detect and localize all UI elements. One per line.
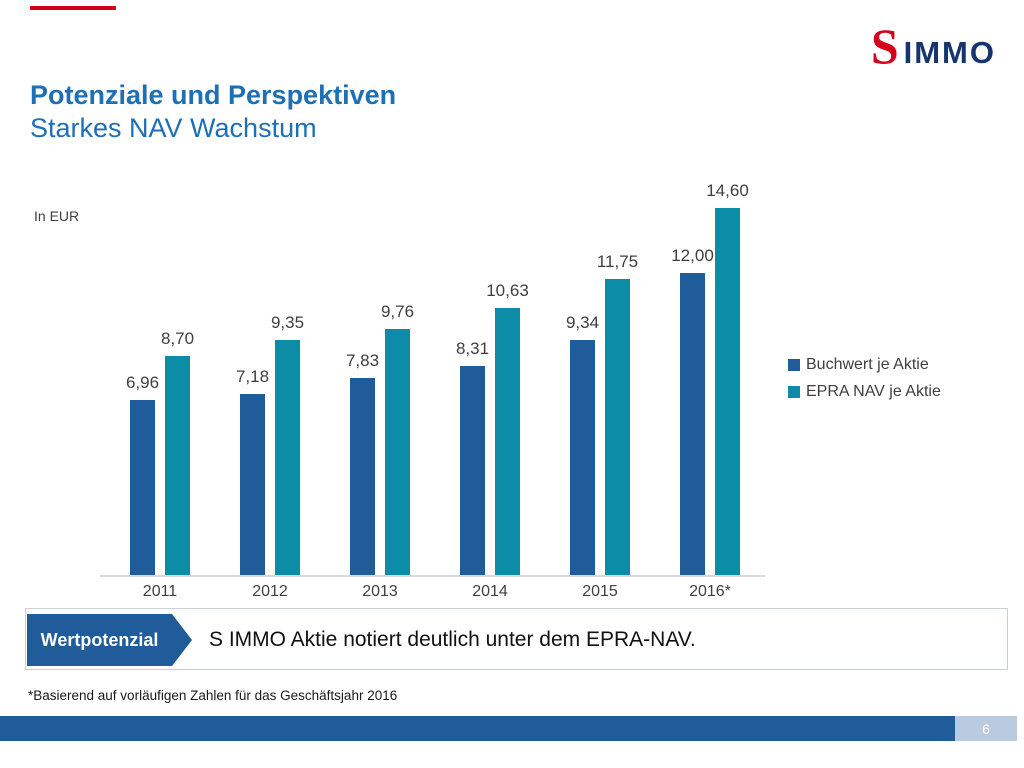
bar-pair: 7,18 9,35 [236,185,304,575]
x-axis-tick-label: 2013 [362,583,398,600]
legend-label-epra-nav: EPRA NAV je Aktie [806,383,941,400]
footnote: *Basierend auf vorläufigen Zahlen für da… [28,688,398,703]
bar [715,208,740,575]
bar-column: 9,34 [566,185,599,575]
bar [240,394,265,575]
bar [130,400,155,575]
bar-pair: 12,00 14,60 [671,181,749,575]
bar-column: 9,76 [381,185,414,575]
bar-pair: 8,31 10,63 [456,185,529,575]
bar-value-label: 12,00 [671,246,714,265]
bar-group: 7,18 9,35 [215,185,325,575]
bar-column: 6,96 [126,185,159,575]
bar-column: 11,75 [597,185,638,575]
bar-pair: 7,83 9,76 [346,185,414,575]
bar-value-label: 14,60 [706,181,749,200]
bar-pair: 9,34 11,75 [566,185,638,575]
callout-box: Wertpotenzial S IMMO Aktie notiert deutl… [25,608,1008,670]
x-axis-tick-label: 2012 [252,583,288,600]
logo-s-symbol: S [870,18,899,74]
x-axis-tick-label: 2016* [689,583,731,600]
bar-group: 8,31 10,63 [435,185,545,575]
bottom-bar [0,716,955,741]
bar [165,356,190,575]
bar-column: 8,31 [456,185,489,575]
bar-column: 8,70 [161,185,194,575]
page-title: Potenziale und Perspektiven [30,80,397,110]
x-axis-tick-label: 2011 [142,583,178,600]
s-immo-logo: S IMMO [870,18,996,74]
bar-group: 9,34 11,75 [545,185,655,575]
bar-value-label: 9,76 [380,302,415,321]
callout-arrow-label: Wertpotenzial [40,629,159,650]
bar [275,340,300,575]
bar [495,308,520,575]
bar-value-label: 10,63 [486,281,529,300]
red-accent-line [30,6,116,10]
bar-pair: 6,96 8,70 [126,185,194,575]
x-axis-line [100,575,765,577]
bar-value-label: 7,83 [345,351,380,370]
page-subtitle: Starkes NAV Wachstum [30,113,317,143]
bar-value-label: 8,31 [455,339,490,358]
bar-value-label: 9,35 [270,313,305,332]
x-axis-tick-label: 2015 [582,583,618,600]
bar [385,329,410,575]
bar-column: 10,63 [486,185,529,575]
bar [605,279,630,575]
bar-value-label: 6,96 [125,373,160,392]
bar-group: 6,96 8,70 [105,185,215,575]
legend-swatch-epra-nav [788,386,800,398]
logo-wordmark: IMMO [903,35,996,70]
bar [350,378,375,575]
legend-item-buchwert: Buchwert je Aktie [788,356,941,374]
legend-swatch-buchwert [788,359,800,371]
bar-group: 12,00 14,60 [655,181,765,575]
bar-column: 12,00 [671,185,714,575]
bar-value-label: 8,70 [160,329,195,348]
bar-value-label: 9,34 [565,313,600,332]
chart-unit-label: In EUR [34,208,80,224]
bar-chart: 6,96 8,70 7,18 9,35 7,83 9,76 8,31 10,63 9,34 11,… [105,181,765,575]
bar-column: 7,18 [236,185,269,575]
bar-column: 7,83 [346,185,379,575]
bar-column: 14,60 [706,181,749,575]
bar-value-label: 7,18 [235,367,270,386]
page-number: 6 [982,720,990,737]
bar-column: 9,35 [271,185,304,575]
chart-legend: Buchwert je Aktie EPRA NAV je Aktie [788,356,941,401]
bar [570,340,595,575]
callout-text: S IMMO Aktie notiert deutlich unter dem … [209,628,696,651]
callout-arrow-badge: Wertpotenzial [27,614,192,666]
bar-group: 7,83 9,76 [325,185,435,575]
bar-value-label: 11,75 [596,252,639,271]
page-number-segment: 6 [955,716,1017,741]
bar [680,273,705,575]
x-axis-tick-label: 2014 [472,583,508,600]
legend-item-epra-nav: EPRA NAV je Aktie [788,383,941,401]
bar [460,366,485,575]
x-axis-labels: 2011 2012 2013 2014 2015 2016* [105,583,765,601]
legend-label-buchwert: Buchwert je Aktie [806,356,929,373]
